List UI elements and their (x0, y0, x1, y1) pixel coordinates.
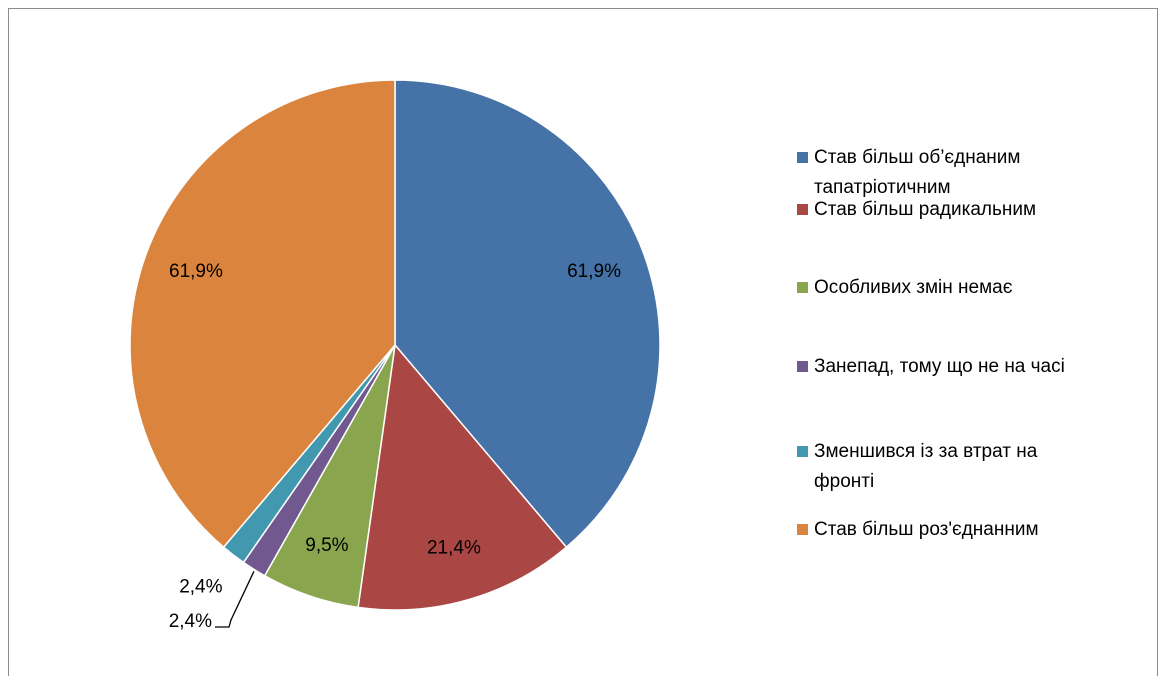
legend-swatch-1 (797, 204, 808, 215)
data-label-4: 2,4% (179, 576, 222, 597)
legend-swatch-2 (797, 282, 808, 293)
legend-label-1: Став більш радикальним (814, 199, 1036, 220)
legend-swatch-4 (797, 446, 808, 457)
data-label-2: 9,5% (305, 535, 348, 556)
legend-label-2: Особливих змін немає (814, 277, 1013, 298)
legend-label-5: Став більш роз'єднанним (814, 519, 1039, 540)
data-label-0: 61,9% (567, 261, 621, 282)
pie-slices (130, 80, 660, 610)
data-label-5: 61,9% (169, 261, 223, 282)
data-label-1: 21,4% (427, 538, 481, 559)
legend-label-4: Зменшився із за втрат на фронті (814, 441, 1038, 492)
legend-swatch-3 (797, 361, 808, 372)
legend-label-0: Став більш об’єднаним тапатріотичним (814, 147, 1020, 198)
data-label-3: 2,4% (169, 611, 212, 632)
legend-label-3: Занепад, тому що не на часі (814, 356, 1065, 377)
legend-swatch-0 (797, 152, 808, 163)
chart-legend: Став більш об’єднаним тапатріотичнимСтав … (797, 147, 1065, 540)
legend-swatch-5 (797, 524, 808, 535)
